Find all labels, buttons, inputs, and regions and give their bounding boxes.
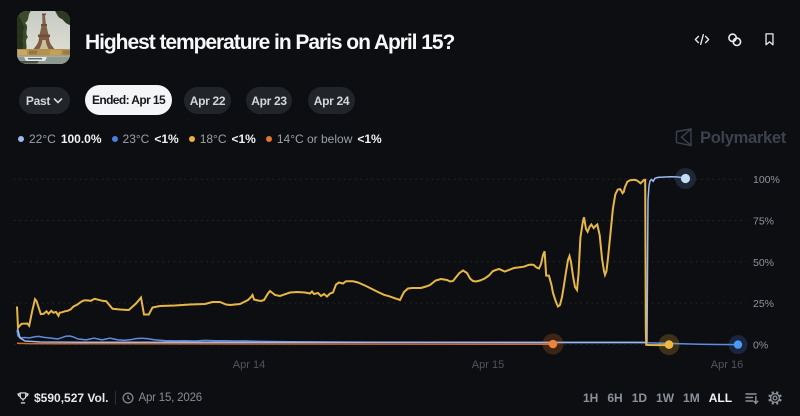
svg-text:Polymarket: Polymarket	[700, 129, 787, 147]
svg-text:Apr 14: Apr 14	[233, 359, 265, 371]
svg-text:75%: 75%	[753, 216, 774, 228]
svg-text:Apr 16: Apr 16	[711, 359, 743, 371]
svg-text:Apr 15: Apr 15	[472, 359, 504, 371]
svg-text:0%: 0%	[753, 339, 768, 351]
svg-text:50%: 50%	[753, 257, 774, 269]
svg-text:25%: 25%	[753, 298, 774, 310]
svg-text:100%: 100%	[753, 174, 780, 186]
